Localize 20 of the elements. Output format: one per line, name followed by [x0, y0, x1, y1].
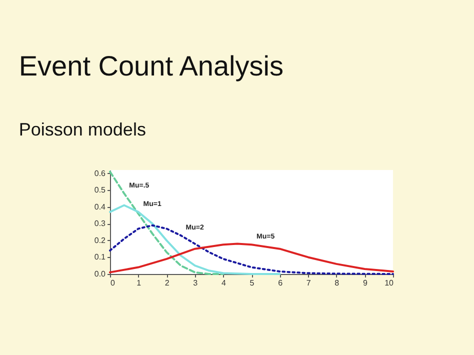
y-tick-label: 0.2	[94, 236, 106, 245]
chart-subtitle: Poisson models	[18, 119, 146, 140]
x-tick-label: 5	[250, 278, 255, 288]
y-tick-label: 0.5	[94, 186, 106, 195]
chart-title: Event Count Analysis	[18, 50, 284, 82]
y-tick-label: 0.0	[94, 270, 106, 278]
x-tick-label: 0	[110, 278, 116, 288]
y-tick-label: 0.1	[94, 252, 106, 262]
y-tick-label: 0.6	[94, 168, 106, 178]
y-tick-label: 0.3	[94, 219, 106, 228]
x-tick-label: 1	[136, 278, 142, 288]
x-tick-label: 4	[221, 278, 226, 288]
x-tick-label: 9	[362, 278, 368, 288]
x-tick-label: 10	[384, 278, 394, 288]
x-tick-label: 8	[334, 278, 340, 288]
x-tick-label: 3	[193, 278, 198, 288]
y-tick-label: 0.4	[94, 202, 106, 212]
x-tick-label: 2	[164, 278, 170, 288]
x-tick-label: 7	[306, 278, 312, 288]
x-tick-label: 6	[278, 278, 284, 288]
